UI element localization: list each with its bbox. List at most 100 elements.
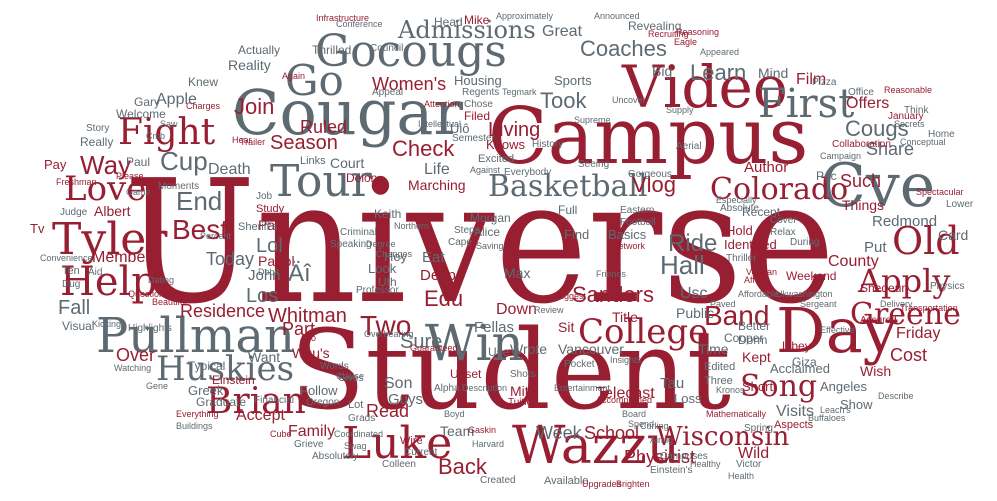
word: Upset <box>450 367 482 381</box>
word: Moments <box>158 181 200 192</box>
word: Football <box>620 217 656 228</box>
word: Thrilled <box>312 43 352 57</box>
word: Sanders <box>572 282 654 307</box>
word: Dobit <box>258 267 280 277</box>
word: Current <box>404 447 438 458</box>
word: Huskies <box>156 349 295 389</box>
word: Welcome <box>116 107 166 121</box>
word: Sit <box>558 319 575 335</box>
word: Cougar <box>232 76 463 149</box>
word: Love <box>64 169 147 209</box>
word: Knew <box>188 75 219 89</box>
word: Board <box>622 409 647 419</box>
word: Review <box>534 305 564 315</box>
word: Morgan <box>470 211 511 225</box>
word: Think <box>904 105 929 116</box>
word: Share <box>866 139 915 159</box>
word: Aid <box>88 267 103 278</box>
word: Over <box>116 345 156 365</box>
word: Fall <box>58 297 91 319</box>
word: Accomplished <box>596 395 653 405</box>
word: Revealing <box>628 19 682 33</box>
word: Kicking <box>92 319 122 329</box>
word: Pizza <box>812 77 837 88</box>
word: Victor <box>736 459 762 470</box>
word: Boyd <box>444 409 465 419</box>
word: Supply <box>666 105 694 115</box>
word: Sheriff's <box>238 221 278 233</box>
word: Edited <box>704 361 736 373</box>
word: Graduate <box>196 395 247 409</box>
word: Biggest <box>556 291 587 301</box>
word: Ufh <box>378 275 397 289</box>
word: Cooper <box>724 331 764 345</box>
word: Typical <box>188 359 226 373</box>
word: Words <box>320 361 349 372</box>
word: Universe <box>124 144 836 342</box>
word: Wazzu <box>512 416 681 476</box>
word: Physics <box>930 281 965 292</box>
word: Highlights <box>128 323 172 334</box>
word: Dug <box>62 279 81 290</box>
word: Gorgeous <box>628 169 672 180</box>
word: Albert <box>94 203 131 219</box>
word: Eastern <box>620 205 655 216</box>
word: Available <box>544 475 589 487</box>
word: Coordinated <box>334 429 384 439</box>
word: Leach's <box>820 405 851 415</box>
word: Accept <box>236 407 285 424</box>
word: Healthy <box>690 459 721 469</box>
word: During <box>790 237 820 248</box>
word: Gives <box>338 373 364 384</box>
word: Everybody <box>504 167 552 178</box>
word: Eagle <box>674 37 698 47</box>
word: Knows <box>486 137 526 152</box>
word: Ukwashington <box>776 289 833 299</box>
word: Reality <box>228 57 271 73</box>
word: Colorado <box>710 172 849 207</box>
word: Office <box>848 87 874 98</box>
word: Tuition <box>508 397 538 408</box>
word: Friday <box>896 325 941 342</box>
word: Head <box>434 15 463 29</box>
word: Shots <box>510 369 536 380</box>
word: Loss <box>674 391 702 406</box>
word: Saving <box>476 241 504 251</box>
word: Supreme <box>574 115 611 125</box>
word: Effective <box>820 325 855 335</box>
word: Intellectual <box>418 119 462 129</box>
word: Charges <box>186 101 221 111</box>
word: Ruled <box>300 117 348 137</box>
word: Aerial <box>676 141 702 152</box>
word: Hold <box>726 223 753 238</box>
word: Find <box>564 227 590 242</box>
word: County <box>828 253 879 270</box>
word: Saw <box>160 119 178 129</box>
word: Patrol <box>258 253 295 269</box>
word: Uncover <box>612 95 646 105</box>
word: Hey <box>384 249 408 264</box>
word: Campuses <box>660 451 708 462</box>
word: Film <box>796 71 827 88</box>
word: Three <box>704 375 733 387</box>
word: Took <box>540 88 587 113</box>
word: Greene <box>850 297 961 332</box>
word: Einstein's <box>650 465 693 476</box>
word: Dorm <box>738 333 768 347</box>
word: Big <box>652 63 673 79</box>
word: Brighten <box>616 479 650 489</box>
word: Hall <box>660 250 705 280</box>
word: Recruiting <box>648 29 689 39</box>
word: Shedeur <box>860 281 906 295</box>
word: Semester <box>452 133 495 144</box>
word: Card <box>938 227 969 243</box>
word: Announced <box>594 11 640 21</box>
word: Actually <box>238 43 281 57</box>
word: Description <box>462 383 508 393</box>
word: Gaskin <box>468 425 497 435</box>
word: Harvard <box>472 439 505 449</box>
word: Such <box>840 171 882 191</box>
word: Fight <box>118 112 216 153</box>
word: Entertainment <box>554 383 611 393</box>
